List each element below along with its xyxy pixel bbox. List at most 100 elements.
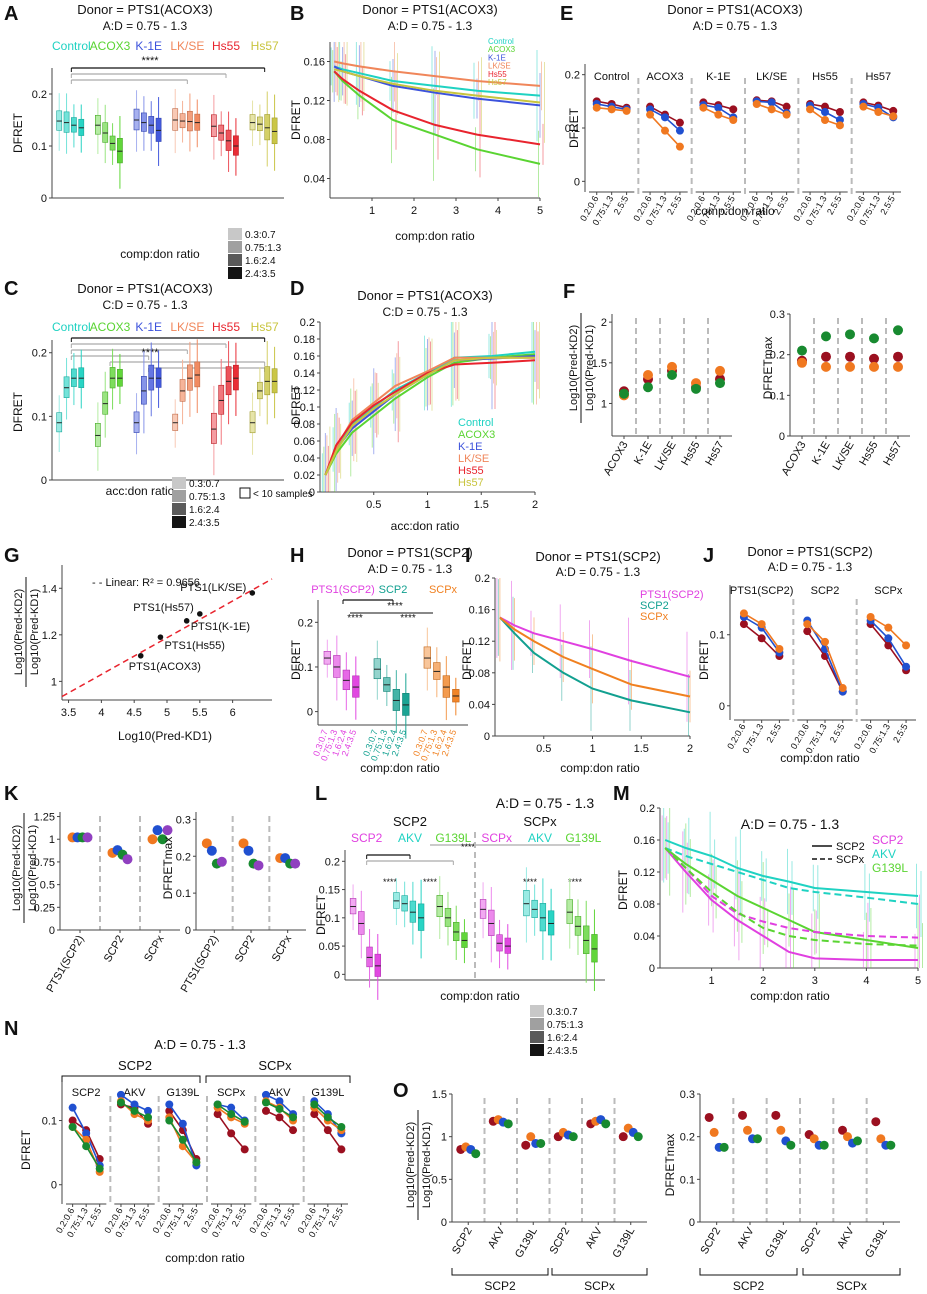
significance-label: **** xyxy=(347,613,363,624)
data-point xyxy=(216,856,227,867)
data-point xyxy=(165,1106,174,1115)
data-point xyxy=(776,1125,786,1135)
y-tick-label: 1.2 xyxy=(42,630,57,642)
y-tick-label: 0.04 xyxy=(304,174,325,186)
y-tick-label: 0.16 xyxy=(304,57,325,69)
group-label: SCP2 xyxy=(351,831,383,845)
y-tick-label: 0.16 xyxy=(294,351,315,363)
data-point xyxy=(253,860,264,871)
y-axis-label-denominator: Log10(Pred-KD1) xyxy=(27,825,39,911)
significance-label: **** xyxy=(568,877,583,887)
cluster-bracket xyxy=(551,1268,648,1276)
y-tick-label: 0.08 xyxy=(634,899,655,911)
y-tick-label: 0 xyxy=(185,925,191,937)
x-tick-label: ACOX3 xyxy=(780,440,809,478)
box xyxy=(488,909,495,936)
data-point xyxy=(82,1129,91,1138)
data-point xyxy=(82,832,93,843)
x-tick-label: 1.5 xyxy=(474,499,489,511)
data-point xyxy=(714,110,723,119)
x-tick-label: 0.5 xyxy=(536,743,551,755)
cluster-label: SCP2 xyxy=(484,1279,516,1293)
ratio-legend-swatch xyxy=(228,254,242,266)
cluster-bracket xyxy=(61,1075,201,1083)
data-point xyxy=(797,357,807,368)
y-tick-label: 1.25 xyxy=(34,812,55,824)
significance-label: **** xyxy=(383,877,398,887)
data-point xyxy=(821,331,831,342)
y-tick-label: 0.5 xyxy=(40,880,55,892)
significance-label: **** xyxy=(400,613,416,624)
data-point xyxy=(715,378,725,389)
data-point xyxy=(803,627,812,636)
y-tick-label: 0.2 xyxy=(300,317,315,329)
series-line xyxy=(333,60,541,87)
data-point xyxy=(68,1103,77,1112)
chart-title: Donor = PTS1(ACOX3) xyxy=(77,281,212,296)
x-tick-label: 2 xyxy=(411,205,417,217)
ratio-legend-label: 0.3:0.7 xyxy=(245,230,276,241)
data-point xyxy=(715,365,725,376)
box xyxy=(117,138,123,164)
data-point xyxy=(806,105,815,114)
data-point xyxy=(116,1098,125,1107)
panel-letter: M xyxy=(613,783,630,805)
group-label: AKV xyxy=(268,1087,291,1099)
legend-label: PTS1(SCP2) xyxy=(640,589,704,601)
y-tick-label: 0.08 xyxy=(469,668,490,680)
y-tick-label: 0.15 xyxy=(319,885,340,897)
y-tick-label: 0.2 xyxy=(298,617,313,629)
group-label: SCP2 xyxy=(811,585,840,597)
data-point xyxy=(866,612,875,621)
box xyxy=(148,364,155,391)
point-label: PTS1(LK/SE) xyxy=(180,582,246,594)
data-point xyxy=(238,838,249,849)
data-point xyxy=(704,1112,714,1122)
data-point xyxy=(122,854,133,865)
y-tick-label: 0.1 xyxy=(300,402,315,414)
legend-label: SCPx xyxy=(836,854,865,866)
x-tick-label: 1 xyxy=(709,975,715,987)
legend-label: LK/SE xyxy=(458,453,489,465)
data-point xyxy=(310,1110,319,1119)
y-tick-label: 0.3 xyxy=(770,309,785,321)
cluster-label: SCP2 xyxy=(118,1058,152,1073)
x-tick-label: SCP2 xyxy=(102,934,127,965)
series-line xyxy=(499,616,691,678)
x-tick-label: 2.5:5 xyxy=(230,1206,249,1228)
data-point xyxy=(819,1140,829,1150)
data-point xyxy=(227,1129,236,1138)
series-line xyxy=(664,847,919,947)
box xyxy=(417,903,425,931)
x-tick-label: LK/SE xyxy=(653,440,679,473)
data-point xyxy=(243,845,254,856)
x-tick-label: AKV xyxy=(583,1225,605,1251)
data-point xyxy=(821,361,831,372)
series-line xyxy=(324,359,536,476)
chart-title: Donor = PTS1(SCP2) xyxy=(347,545,472,560)
box xyxy=(218,384,225,415)
y-tick-label: 0.1 xyxy=(32,141,47,153)
data-point xyxy=(323,1126,332,1135)
data-point xyxy=(859,102,868,111)
data-point xyxy=(809,1134,819,1144)
y-axis-label: DFRET xyxy=(289,384,303,425)
data-point xyxy=(82,1142,91,1151)
x-axis-label: comp:don ratio xyxy=(695,204,775,218)
x-tick-label: 1.5 xyxy=(634,743,649,755)
legend-label: Hs55 xyxy=(458,465,484,477)
y-axis-label: DFRET xyxy=(460,639,474,680)
significance-label: **** xyxy=(423,877,438,887)
x-tick-label: 2.5:5 xyxy=(326,1206,345,1228)
y-tick-label: 0.1 xyxy=(176,888,191,900)
legend-label: G139L xyxy=(872,861,908,875)
y-tick-label: 0 xyxy=(574,176,580,188)
data-point xyxy=(197,611,203,617)
legend-label: Control xyxy=(458,417,493,429)
x-tick-label: SCPx xyxy=(270,933,295,964)
chart-subtitle: C:D = 0.75 - 1.3 xyxy=(382,305,467,319)
legend-note: < 10 samples xyxy=(253,489,313,500)
x-tick-label: PTS1(SCP2) xyxy=(179,934,221,995)
data-point xyxy=(893,361,903,372)
x-tick-label: 2.5:5 xyxy=(878,194,897,216)
